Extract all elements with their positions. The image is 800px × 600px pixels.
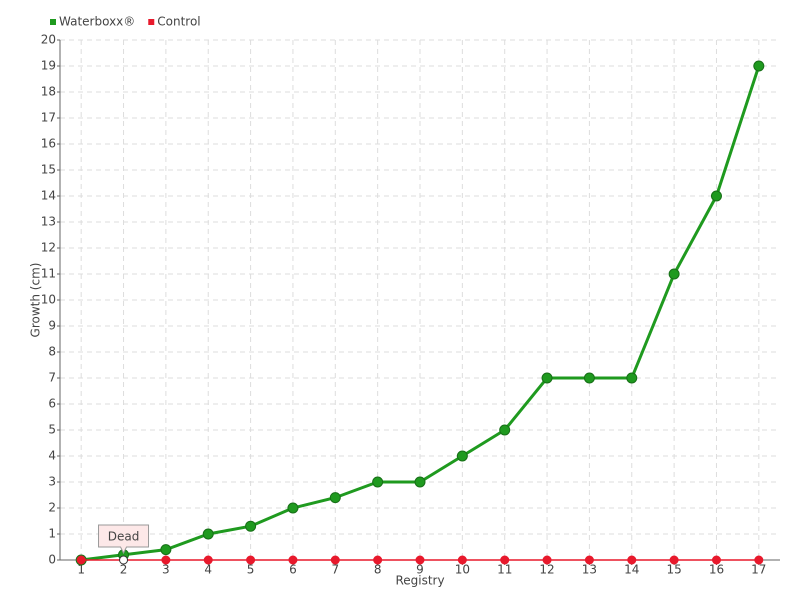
point (414, 476, 426, 488)
y-axis-label: Growth (cm) (29, 263, 43, 338)
y-tick-label: 6 (48, 397, 56, 411)
point (499, 424, 511, 436)
y-tick-label: 8 (48, 345, 56, 359)
x-tick-label: 10 (455, 563, 470, 577)
point (711, 555, 721, 565)
x-tick-label: 17 (751, 563, 766, 577)
point (76, 555, 86, 565)
point (287, 502, 299, 514)
point (457, 555, 467, 565)
legend-swatch (50, 19, 56, 25)
y-tick-label: 0 (48, 553, 56, 567)
y-tick-label: 11 (41, 267, 56, 281)
point (246, 555, 256, 565)
point (373, 555, 383, 565)
annotation: Dead (108, 530, 140, 544)
x-tick-label: 13 (582, 563, 597, 577)
y-tick-label: 2 (48, 501, 56, 515)
x-tick-label: 16 (709, 563, 724, 577)
y-tick-label: 18 (41, 85, 56, 99)
y-tick-label: 20 (41, 33, 56, 47)
y-tick-label: 13 (41, 215, 56, 229)
point (753, 60, 765, 72)
x-tick-label: 5 (247, 563, 255, 577)
y-tick-label: 14 (41, 189, 56, 203)
point (202, 528, 214, 540)
x-tick-label: 4 (204, 563, 212, 577)
x-tick-label: 1 (77, 563, 85, 577)
legend-swatch (148, 19, 155, 25)
y-tick-label: 5 (48, 423, 56, 437)
y-tick-label: 19 (41, 59, 56, 73)
point (160, 544, 172, 556)
point (456, 450, 468, 462)
x-tick-label: 8 (374, 563, 382, 577)
x-tick-label: 7 (331, 563, 339, 577)
x-tick-label: 14 (624, 563, 639, 577)
point (500, 555, 510, 565)
y-tick-label: 12 (41, 241, 56, 255)
point (288, 555, 298, 565)
legend-label: Control (157, 15, 200, 29)
point (584, 555, 594, 565)
x-tick-label: 11 (497, 563, 512, 577)
y-tick-label: 15 (41, 163, 56, 177)
point (542, 555, 552, 565)
point (541, 372, 553, 384)
point (626, 372, 638, 384)
point (119, 555, 129, 565)
y-tick-label: 10 (41, 293, 56, 307)
point (415, 555, 425, 565)
y-tick-label: 1 (48, 527, 56, 541)
point (372, 476, 384, 488)
x-axis-label: Registry (395, 574, 444, 588)
point (583, 372, 595, 384)
point (330, 555, 340, 565)
x-tick-label: 6 (289, 563, 297, 577)
x-tick-label: 3 (162, 563, 170, 577)
y-tick-label: 9 (48, 319, 56, 333)
x-tick-label: 2 (120, 563, 128, 577)
y-tick-label: 17 (41, 111, 56, 125)
point (627, 555, 637, 565)
point (669, 555, 679, 565)
point (161, 555, 171, 565)
point (203, 555, 213, 565)
x-tick-label: 15 (666, 563, 681, 577)
y-tick-label: 16 (41, 137, 56, 151)
y-tick-label: 4 (48, 449, 56, 463)
annotation-box (98, 524, 150, 555)
legend-label: Waterboxx® (59, 15, 135, 29)
point (710, 190, 722, 202)
point (668, 268, 680, 280)
y-tick-label: 3 (48, 475, 56, 489)
point (329, 492, 341, 504)
point (245, 520, 257, 532)
y-tick-label: 7 (48, 371, 56, 385)
x-tick-label: 12 (539, 563, 554, 577)
x-tick-label: 9 (416, 563, 424, 577)
point (754, 555, 764, 565)
